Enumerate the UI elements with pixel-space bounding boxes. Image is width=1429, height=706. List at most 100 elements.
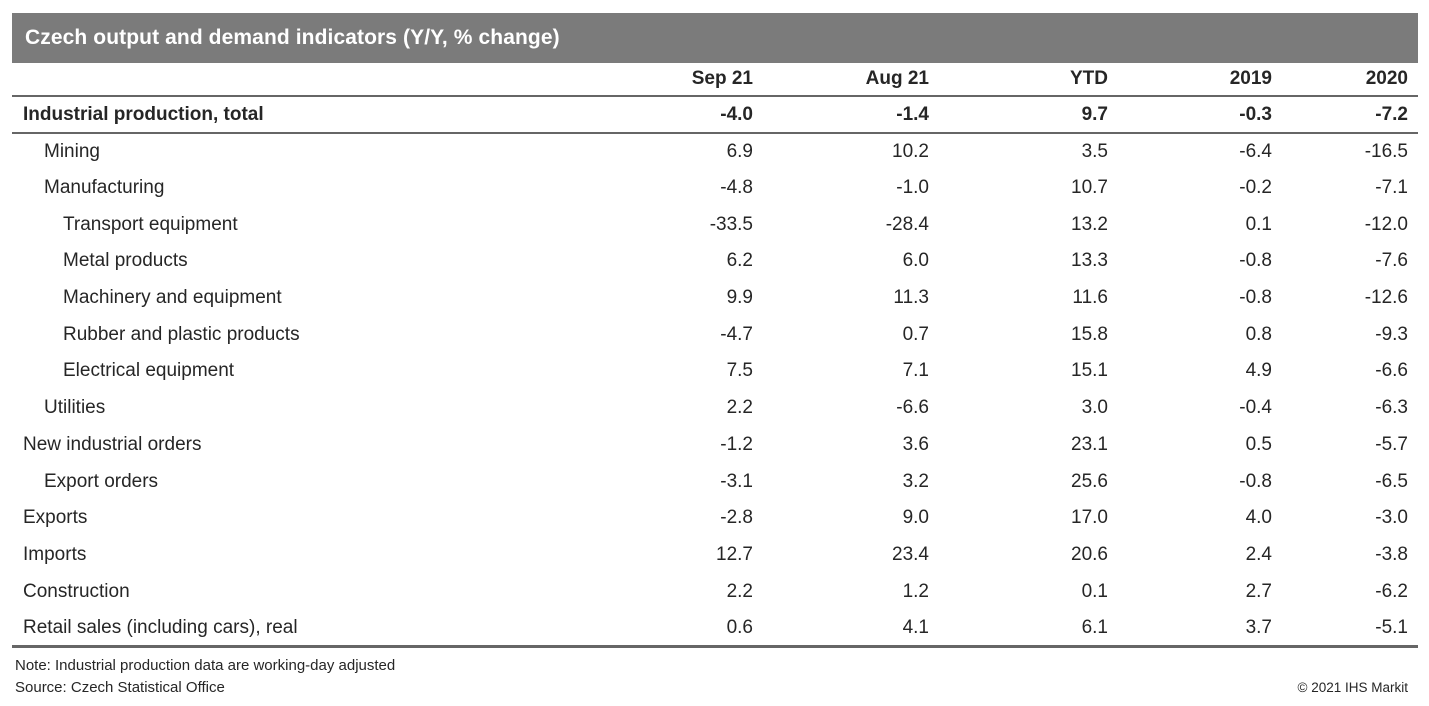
cell-ytd: 15.8: [1071, 323, 1108, 345]
cell-aug21: 3.2: [902, 470, 929, 492]
row-label: Rubber and plastic products: [63, 323, 300, 345]
table-row: Export orders -3.1 3.2 25.6 -0.8 -6.5: [12, 463, 1418, 500]
cell-2019: -0.8: [1239, 250, 1272, 272]
cell-2020: -7.2: [1272, 96, 1418, 134]
copyright-text: © 2021 IHS Markit: [1297, 680, 1409, 696]
cell-sep21: 6.9: [726, 140, 753, 162]
label-column-header: [12, 63, 472, 97]
row-label: Construction: [23, 580, 130, 602]
table-row: New industrial orders -1.2 3.6 23.1 0.5 …: [12, 427, 1418, 464]
cell-sep21: -4.0: [472, 96, 753, 134]
row-label: Retail sales (including cars), real: [12, 609, 472, 649]
cell-2019: 4.9: [1245, 360, 1272, 382]
table-footer: Note: Industrial production data are wor…: [12, 655, 1418, 699]
cell-2019: -0.3: [1108, 96, 1272, 134]
column-header-2019: 2019: [1108, 63, 1272, 97]
cell-aug21: 9.0: [902, 507, 929, 529]
row-label: Transport equipment: [63, 213, 238, 235]
cell-aug21: -28.4: [885, 213, 929, 235]
row-label: Imports: [23, 543, 87, 565]
cell-ytd: 10.7: [1071, 177, 1108, 199]
cell-ytd: 15.1: [1071, 360, 1108, 382]
column-header-ytd: YTD: [929, 63, 1108, 97]
cell-ytd: 3.0: [1081, 397, 1108, 419]
cell-aug21: -1.4: [753, 96, 929, 134]
cell-ytd: 11.6: [1072, 287, 1108, 309]
cell-aug21: 6.0: [902, 250, 929, 272]
cell-aug21: -6.6: [896, 397, 929, 419]
cell-2020: -12.0: [1364, 213, 1408, 235]
cell-2020: -6.2: [1375, 580, 1408, 602]
table-row: Imports 12.7 23.4 20.6 2.4 -3.8: [12, 537, 1418, 574]
cell-2020: -6.5: [1375, 470, 1408, 492]
cell-sep21: -1.2: [720, 433, 753, 455]
column-header-2020: 2020: [1272, 63, 1418, 97]
table-row: Industrial production, total -4.0 -1.4 9…: [12, 96, 1418, 134]
cell-sep21: -33.5: [709, 213, 753, 235]
table-row: Utilities 2.2 -6.6 3.0 -0.4 -6.3: [12, 390, 1418, 427]
cell-2019: 0.1: [1245, 213, 1272, 235]
cell-2019: 0.8: [1245, 323, 1272, 345]
cell-sep21: 2.2: [726, 397, 753, 419]
cell-2019: -6.4: [1239, 140, 1272, 162]
table-row: Mining 6.9 10.2 3.5 -6.4 -16.5: [12, 133, 1418, 170]
cell-aug21: 7.1: [902, 360, 929, 382]
cell-2020: -6.3: [1375, 397, 1408, 419]
table-body: Industrial production, total -4.0 -1.4 9…: [12, 96, 1418, 649]
cell-sep21: 6.2: [726, 250, 753, 272]
cell-2020: -9.3: [1375, 323, 1408, 345]
column-header-row: Sep 21 Aug 21 YTD 2019 2020: [12, 63, 1418, 97]
cell-ytd: 17.0: [1071, 507, 1108, 529]
cell-2020: -5.1: [1272, 609, 1418, 649]
cell-2019: -0.2: [1239, 177, 1272, 199]
table-row: Retail sales (including cars), real 0.6 …: [12, 609, 1418, 649]
table-row: Machinery and equipment 9.9 11.3 11.6 -0…: [12, 280, 1418, 317]
cell-sep21: 0.6: [472, 609, 753, 649]
column-header-aug21: Aug 21: [753, 63, 929, 97]
cell-2020: -3.0: [1375, 507, 1408, 529]
table-row: Transport equipment -33.5 -28.4 13.2 0.1…: [12, 206, 1418, 243]
cell-2019: -0.8: [1239, 470, 1272, 492]
cell-sep21: 9.9: [726, 287, 753, 309]
cell-2019: 2.7: [1245, 580, 1272, 602]
row-label: Utilities: [44, 397, 106, 419]
cell-aug21: 0.7: [902, 323, 929, 345]
table-row: Construction 2.2 1.2 0.1 2.7 -6.2: [12, 573, 1418, 610]
cell-ytd: 9.7: [929, 96, 1108, 134]
cell-2019: 2.4: [1245, 543, 1272, 565]
cell-aug21: 23.4: [892, 543, 929, 565]
cell-ytd: 13.2: [1071, 213, 1108, 235]
cell-ytd: 3.5: [1081, 140, 1108, 162]
cell-sep21: -2.8: [720, 507, 753, 529]
cell-2019: 3.7: [1108, 609, 1272, 649]
row-label: Electrical equipment: [63, 360, 235, 382]
table-row: Electrical equipment 7.5 7.1 15.1 4.9 -6…: [12, 353, 1418, 390]
row-label: New industrial orders: [23, 433, 202, 455]
cell-2020: -5.7: [1375, 433, 1408, 455]
table-title: Czech output and demand indicators (Y/Y,…: [25, 26, 560, 49]
cell-aug21: 1.2: [902, 580, 929, 602]
cell-aug21: 3.6: [902, 433, 929, 455]
cell-2019: 4.0: [1245, 507, 1272, 529]
footnotes: Note: Industrial production data are wor…: [12, 655, 395, 699]
cell-ytd: 23.1: [1071, 433, 1108, 455]
cell-aug21: -1.0: [896, 177, 929, 199]
cell-sep21: -3.1: [720, 470, 753, 492]
cell-2019: -0.4: [1239, 397, 1272, 419]
column-header-sep21: Sep 21: [472, 63, 753, 97]
cell-aug21: 11.3: [893, 287, 929, 309]
cell-aug21: 10.2: [892, 140, 929, 162]
row-label: Manufacturing: [44, 177, 165, 199]
cell-2020: -12.6: [1364, 287, 1408, 309]
row-label: Metal products: [63, 250, 188, 272]
row-label: Mining: [44, 140, 100, 162]
row-label: Machinery and equipment: [63, 287, 282, 309]
cell-2020: -7.6: [1375, 250, 1408, 272]
cell-sep21: -4.7: [720, 323, 753, 345]
table-row: Metal products 6.2 6.0 13.3 -0.8 -7.6: [12, 243, 1418, 280]
source-text: Source: Czech Statistical Office: [15, 679, 225, 697]
note-text: Note: Industrial production data are wor…: [15, 657, 396, 675]
cell-ytd: 25.6: [1071, 470, 1108, 492]
cell-ytd: 0.1: [1081, 580, 1108, 602]
cell-ytd: 13.3: [1071, 250, 1108, 272]
